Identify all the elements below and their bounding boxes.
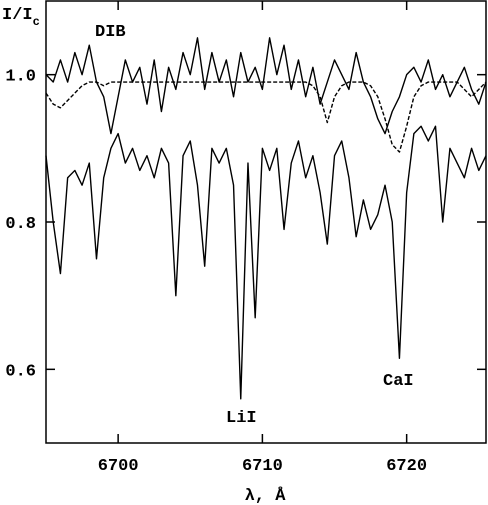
x-tick-label: 6720 xyxy=(386,457,427,476)
y-tick-label: 0.6 xyxy=(5,362,36,381)
spectrum-line xyxy=(45,81,487,153)
x-axis-label: λ, Å xyxy=(245,486,287,505)
x-tick-label: 6710 xyxy=(242,457,283,476)
y-tick-label: 1.0 xyxy=(5,68,36,87)
x-tick-label: 6700 xyxy=(98,457,139,476)
y-axis-label: I/Ic xyxy=(2,6,40,29)
spectrum-line xyxy=(45,37,487,135)
y-axis-label-sub: c xyxy=(33,15,40,29)
annotation: DIB xyxy=(95,23,126,42)
annotation: LiI xyxy=(226,409,257,428)
annotation: CaI xyxy=(383,372,414,391)
y-tick-label: 0.8 xyxy=(5,215,36,234)
spectrum-line xyxy=(45,125,487,400)
y-axis-label-main: I/I xyxy=(2,6,33,25)
